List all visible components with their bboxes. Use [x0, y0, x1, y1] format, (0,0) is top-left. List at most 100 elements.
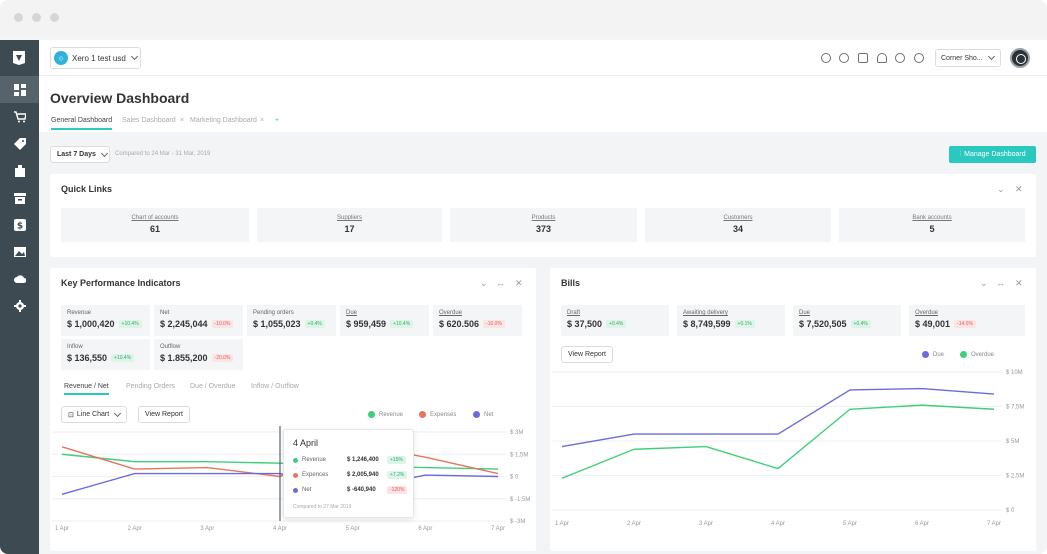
legend-dot: [293, 487, 298, 493]
bill-tile[interactable]: Draft $ 37,500 +0.4%: [561, 305, 669, 336]
bills-card: Bills ⌄ ↔ ✕ Draft $ 37,500 +0.4% Awaiting…: [550, 268, 1036, 551]
organization-select[interactable]: ◇ Xero 1 test usd: [50, 47, 141, 69]
tab-marketing-dashboard[interactable]: Marketing Dashboard: [190, 117, 257, 124]
bill-value: $ 7,520,505: [799, 319, 847, 329]
bell-icon[interactable]: [877, 53, 887, 63]
tab-close-icon[interactable]: ×: [260, 117, 265, 124]
series-line-due[interactable]: [561, 387, 995, 448]
sidebar-cart-icon[interactable]: [0, 103, 39, 130]
user-avatar[interactable]: [1010, 48, 1030, 68]
xero-logo-icon: ◇: [54, 51, 68, 65]
close-icon[interactable]: ✕: [1015, 278, 1023, 288]
chevron-down-icon: [114, 409, 122, 417]
bill-tile[interactable]: Overdue $ 49,001 -14.0%: [909, 305, 1025, 336]
change-badge: +0.1%: [734, 320, 755, 328]
chart-tooltip: 4 April Revenue $ 1,246,400 +15% Expence…: [283, 429, 414, 518]
tooltip-footer: Compared to 27 Mar 2019: [293, 504, 352, 510]
kpi-tile[interactable]: Net $ 2,245,044 -10.0%: [154, 305, 243, 336]
view-report-button[interactable]: View Report: [561, 346, 614, 363]
kpi-tile[interactable]: Outflow $ 1.855,200 -20.0%: [154, 339, 243, 370]
quick-link-tile[interactable]: Bank accounts 5: [839, 208, 1025, 242]
kpi-line-chart[interactable]: $ 3M $ 1,5M $ 0 $ -1,5M $ -3M 1 Apr 2 Apr 3 Apr…: [50, 418, 536, 551]
app-logo-icon[interactable]: [10, 49, 28, 67]
window-maximize-dot[interactable]: [50, 13, 59, 22]
bill-tile[interactable]: Due $ 7,520,505 +0.4%: [793, 305, 901, 336]
series-line-overdue[interactable]: [561, 404, 995, 479]
compared-range: Compared to 24 Mar - 31 Mar, 2019: [115, 151, 211, 157]
expand-icon[interactable]: ↔: [496, 278, 505, 288]
collapse-icon[interactable]: ⌄: [980, 278, 988, 288]
window-minimize-dot[interactable]: [32, 13, 41, 22]
period-select[interactable]: Last 7 Days: [50, 146, 110, 163]
palette-icon[interactable]: [914, 53, 924, 63]
tooltip-label: Revenue: [302, 457, 327, 463]
close-icon[interactable]: ✕: [1015, 184, 1023, 194]
tab-pending-orders[interactable]: Pending Orders: [126, 383, 176, 390]
legend-label: Due: [933, 351, 945, 358]
x-tick-label: 3 Apr: [200, 526, 214, 532]
period-label: Last 7 Days: [57, 151, 96, 158]
quick-links-card: Quick Links ⌄ ✕ Chart of accounts 61 Sup…: [50, 174, 1036, 257]
tab-sales-dashboard[interactable]: Sales Dashboard: [122, 117, 176, 124]
change-badge: +0.4%: [606, 320, 627, 328]
legend-dot: [293, 457, 298, 463]
x-tick-label: 6 Apr: [418, 526, 432, 532]
page-title: Overview Dashboard: [50, 90, 190, 106]
sidebar-building-icon[interactable]: [0, 157, 39, 184]
kpi-value: $ 2,245,044: [160, 319, 208, 329]
bill-value: $ 49,001: [915, 319, 951, 329]
bills-line-chart[interactable]: $ 10M $ 7,5M $ 5M $ 2,5M $ 0 1 Apr 2 Apr 3 Apr 4…: [550, 364, 1036, 551]
kpi-tile[interactable]: Inflow $ 136,550 +10.4%: [61, 339, 150, 370]
chart-type-label: Line Chart: [76, 411, 110, 418]
close-icon[interactable]: ✕: [515, 278, 523, 288]
shop-select[interactable]: Corner Sho...: [935, 49, 1001, 67]
sidebar-archive-icon[interactable]: [0, 184, 39, 211]
sidebar-cloud-icon[interactable]: [0, 265, 39, 292]
chart-type-select[interactable]: ⊡ Line Chart: [61, 406, 128, 423]
x-tick-label: 7 Apr: [987, 521, 1001, 527]
legend-expenses: Expenses: [419, 411, 456, 418]
collapse-icon[interactable]: ⌄: [997, 184, 1005, 194]
sidebar-image-icon[interactable]: [0, 238, 39, 265]
sidebar-dollar-icon[interactable]: $: [0, 211, 39, 238]
legend-dot: [293, 472, 298, 478]
line-chart-icon: ⊡: [68, 411, 74, 419]
quick-link-value: 373: [535, 224, 552, 234]
x-tick-label: 6 Apr: [915, 521, 929, 527]
tab-general-dashboard[interactable]: General Dashboard: [51, 117, 113, 130]
kpi-label: Pending orders: [253, 310, 294, 316]
quick-link-tile[interactable]: Suppliers 17: [257, 208, 442, 242]
quick-link-tile[interactable]: Customers 34: [645, 208, 831, 242]
tab-due-overdue[interactable]: Due / Overdue: [190, 383, 236, 390]
sidebar-gear-icon[interactable]: [0, 292, 39, 319]
quick-link-tile[interactable]: Products 373: [450, 208, 637, 242]
x-tick-label: 7 Apr: [491, 526, 505, 532]
quick-link-tile[interactable]: Chart of accounts 61: [61, 208, 249, 242]
manage-dashboard-button[interactable]: ⫶ Manage Dashboard: [949, 146, 1036, 163]
expand-icon[interactable]: ↔: [996, 278, 1005, 288]
kpi-value: $ 1,000,420: [67, 319, 115, 329]
kpi-label: Net: [160, 310, 170, 316]
kpi-tile[interactable]: Overdue $ 620.506 -10.0%: [433, 305, 522, 336]
view-report-label: View Report: [145, 411, 184, 418]
kpi-tile[interactable]: Pending orders $ 1,055,023 +0.4%: [247, 305, 336, 336]
add-circle-icon[interactable]: [821, 53, 831, 63]
kpi-value: $ 959,459: [346, 319, 387, 329]
collapse-icon[interactable]: ⌄: [480, 278, 488, 288]
tab-revenue-net[interactable]: Revenue / Net: [64, 383, 109, 395]
chat-icon[interactable]: [839, 53, 849, 63]
bill-tile[interactable]: Awaiting delivery $ 8,749,599 +0.1%: [677, 305, 785, 336]
tooltip-badge: +15%: [387, 456, 406, 464]
change-badge: +0.4%: [850, 320, 871, 328]
tab-inflow-outflow[interactable]: Inflow / Outflow: [251, 383, 299, 390]
kpi-tile[interactable]: Revenue $ 1,000,420 +10.4%: [61, 305, 150, 336]
sidebar-tag-icon[interactable]: [0, 130, 39, 157]
window-close-dot[interactable]: [14, 13, 23, 22]
calendar-icon[interactable]: [858, 53, 868, 63]
view-report-button[interactable]: View Report: [138, 406, 191, 423]
add-tab-icon[interactable]: +: [275, 117, 280, 124]
tab-close-icon[interactable]: ×: [180, 117, 185, 124]
kpi-tile[interactable]: Due $ 959,459 +10.4%: [340, 305, 429, 336]
globe-icon[interactable]: [895, 53, 905, 63]
sidebar-dashboard-icon[interactable]: [0, 76, 39, 103]
